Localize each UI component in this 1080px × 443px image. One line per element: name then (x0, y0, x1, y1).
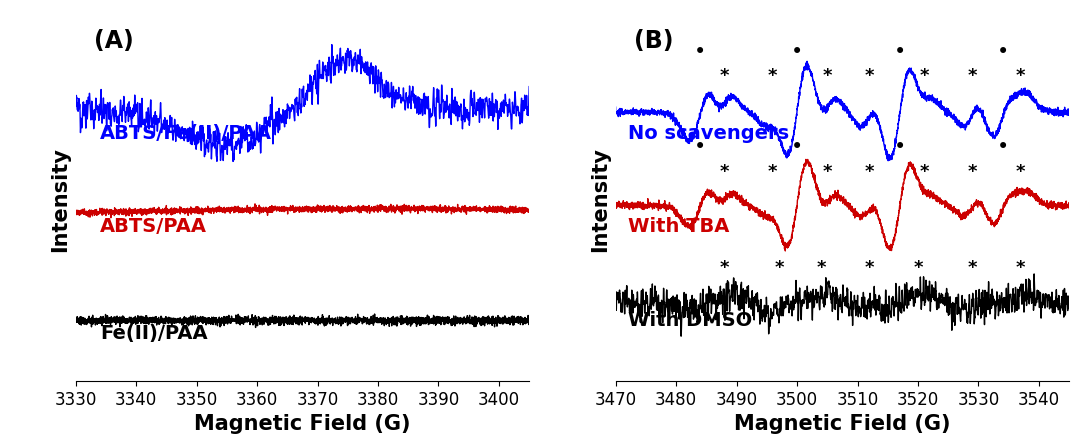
Text: •: • (694, 137, 706, 157)
Text: With DMSO: With DMSO (627, 311, 752, 330)
Y-axis label: Intensity: Intensity (50, 147, 70, 252)
Text: With TBA: With TBA (627, 217, 729, 236)
Text: *: * (768, 67, 778, 85)
Text: *: * (865, 163, 875, 180)
Text: Fe(II)/PAA: Fe(II)/PAA (99, 324, 207, 343)
Text: *: * (919, 163, 929, 180)
Y-axis label: Intensity: Intensity (590, 147, 610, 252)
Text: *: * (865, 67, 875, 85)
Text: *: * (968, 259, 977, 277)
Text: *: * (823, 163, 832, 180)
Text: *: * (823, 67, 832, 85)
Text: •: • (894, 42, 906, 62)
Text: •: • (997, 137, 1009, 157)
Text: *: * (1016, 163, 1026, 180)
Text: •: • (791, 42, 804, 62)
Text: *: * (719, 163, 729, 180)
Text: *: * (1016, 259, 1026, 277)
Text: *: * (816, 259, 826, 277)
Text: *: * (865, 259, 875, 277)
Text: *: * (719, 67, 729, 85)
Text: *: * (719, 259, 729, 277)
Text: *: * (968, 163, 977, 180)
Text: *: * (1016, 67, 1026, 85)
Text: •: • (694, 42, 706, 62)
Text: No scavengers: No scavengers (627, 124, 788, 143)
Text: *: * (774, 259, 784, 277)
Text: (A): (A) (94, 29, 134, 53)
Text: •: • (894, 137, 906, 157)
Text: ABTS/PAA: ABTS/PAA (99, 217, 206, 236)
Text: •: • (791, 137, 804, 157)
Text: *: * (968, 67, 977, 85)
Text: *: * (914, 259, 922, 277)
Text: ABTS/Fe(II)/PAA: ABTS/Fe(II)/PAA (99, 124, 272, 143)
X-axis label: Magnetic Field (G): Magnetic Field (G) (734, 414, 950, 434)
X-axis label: Magnetic Field (G): Magnetic Field (G) (194, 414, 410, 434)
Text: *: * (768, 163, 778, 180)
Text: •: • (997, 42, 1009, 62)
Text: *: * (919, 67, 929, 85)
Text: (B): (B) (634, 29, 673, 53)
